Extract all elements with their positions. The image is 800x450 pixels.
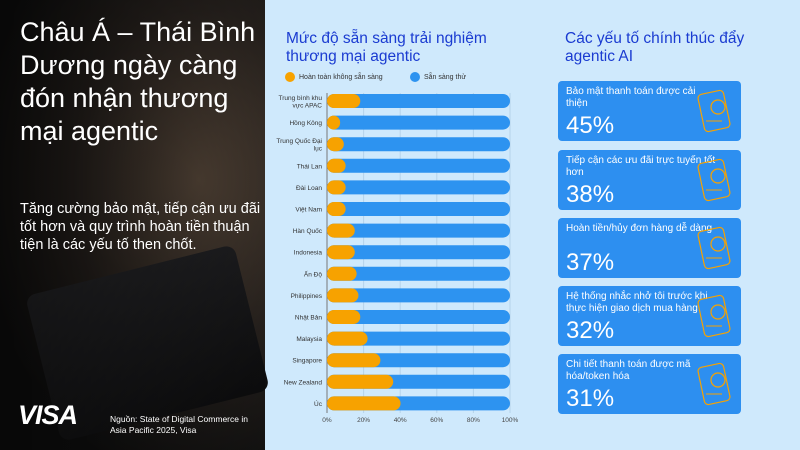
- legend-not-ready: Hoàn toàn không sẵn sàng: [285, 72, 383, 82]
- bar-not-ready: [327, 94, 361, 108]
- category-label: Việt Nam: [295, 207, 322, 214]
- drivers-title: Các yếu tố chính thúc đẩy agentic AI: [565, 30, 745, 65]
- bar-not-ready: [327, 245, 355, 260]
- driver-percent: 37%: [566, 249, 615, 276]
- bar-ready: [327, 266, 510, 281]
- phone-refund-icon: [697, 226, 731, 270]
- legend-label: Sẵn sàng thử: [424, 73, 467, 81]
- legend-label: Hoàn toàn không sẵn sàng: [299, 73, 383, 81]
- category-label: Trung bình khu vực APAC: [279, 95, 323, 110]
- bar-not-ready: [327, 396, 401, 411]
- category-label: Nhật Bản: [295, 315, 322, 322]
- smile-face-icon: [410, 72, 420, 82]
- driver-percent: 32%: [566, 317, 615, 344]
- visa-logo: VISA: [18, 400, 78, 430]
- category-label: Trung Quốc Đại lục: [276, 136, 322, 153]
- driver-label: Chi tiết thanh toán được mã hóa/token hó…: [566, 359, 691, 382]
- frown-face-icon: [285, 72, 295, 82]
- bar-ready: [327, 331, 510, 346]
- bar-not-ready: [327, 331, 368, 346]
- category-label: Ấn Độ: [304, 268, 322, 278]
- category-label: Malaysia: [296, 336, 322, 343]
- bar-not-ready: [327, 180, 346, 195]
- bar-ready: [327, 94, 510, 108]
- bar-ready: [327, 310, 510, 324]
- driver-card: Hoàn tiền/hủy đơn hàng dễ dàng 37%: [558, 218, 741, 278]
- bar-not-ready: [327, 115, 341, 130]
- category-label: Singapore: [292, 358, 322, 365]
- bar-ready: [327, 223, 510, 238]
- x-tick-label: 0%: [322, 417, 332, 424]
- driver-card: Chi tiết thanh toán được mã hóa/token hó…: [558, 354, 741, 414]
- bar-not-ready: [327, 288, 359, 303]
- driver-label: Hoàn tiền/hủy đơn hàng dễ dàng: [566, 223, 713, 234]
- driver-card: Bảo mật thanh toán được cải thiện 45%: [558, 81, 741, 141]
- x-tick-label: 100%: [502, 417, 519, 424]
- driver-card: Tiếp cận các ưu đãi trực tuyến tốt hơn 3…: [558, 150, 741, 210]
- bar-not-ready: [327, 353, 381, 368]
- driver-card: Hệ thống nhắc nhở tôi trước khi thực hiệ…: [558, 286, 741, 346]
- category-label: Hàn Quốc: [293, 226, 323, 235]
- category-label: Philippines: [291, 293, 323, 300]
- legend-ready: Sẵn sàng thử: [410, 72, 466, 82]
- subheadline: Tăng cường bảo mật, tiếp cận ưu đãi tốt …: [20, 201, 261, 253]
- bar-ready: [327, 180, 510, 195]
- category-label: Đài Loan: [296, 185, 322, 192]
- bar-not-ready: [327, 374, 394, 389]
- driver-label: Bảo mật thanh toán được cải thiện: [566, 86, 696, 109]
- x-tick-label: 60%: [430, 417, 443, 424]
- category-label: Thái Lan: [297, 163, 323, 170]
- category-label: Úc: [314, 399, 323, 408]
- hero-panel: Châu Á – Thái Bình Dương ngày càng đón n…: [0, 0, 270, 450]
- bar-not-ready: [327, 223, 355, 238]
- bar-not-ready: [327, 310, 361, 324]
- phone-reminder-icon: [697, 294, 731, 338]
- driver-percent: 38%: [566, 181, 615, 208]
- bar-not-ready: [327, 137, 344, 152]
- x-tick-label: 20%: [357, 417, 370, 424]
- driver-label: Tiếp cận các ưu đãi trực tuyến tốt hơn: [566, 155, 716, 178]
- phone-discount-tag-icon: [697, 158, 731, 202]
- phone-shield-icon: [697, 89, 731, 133]
- bar-ready: [327, 137, 510, 152]
- driver-percent: 31%: [566, 385, 615, 412]
- category-label: Hồng Kông: [289, 118, 322, 127]
- driver-label: Hệ thống nhắc nhở tôi trước khi thực hiệ…: [566, 291, 708, 314]
- x-tick-label: 40%: [394, 417, 407, 424]
- x-tick-label: 80%: [467, 417, 480, 424]
- driver-percent: 45%: [566, 112, 615, 139]
- bar-ready: [327, 288, 510, 303]
- stacked-bar-chart: 0% 20% 40% 60% 80% 100% Trung bình khu vực APAC…: [276, 93, 519, 424]
- bar-ready: [327, 115, 510, 130]
- source-note: Nguồn: State of Digital Commerce in Asia…: [110, 414, 248, 435]
- headline: Châu Á – Thái Bình Dương ngày càng đón n…: [20, 17, 256, 146]
- bar-ready: [327, 245, 510, 260]
- bar-not-ready: [327, 266, 357, 281]
- chart-title: Mức độ sẵn sàng trải nghiệm thương mại a…: [286, 30, 487, 65]
- photo-overlay: [0, 0, 265, 450]
- bar-not-ready: [327, 202, 346, 216]
- bar-ready: [327, 158, 510, 173]
- phone-token-icon: [697, 362, 731, 406]
- category-label: New Zealand: [284, 379, 323, 386]
- category-label: Indonesia: [294, 250, 323, 257]
- bar-ready: [327, 202, 510, 216]
- bar-not-ready: [327, 158, 346, 173]
